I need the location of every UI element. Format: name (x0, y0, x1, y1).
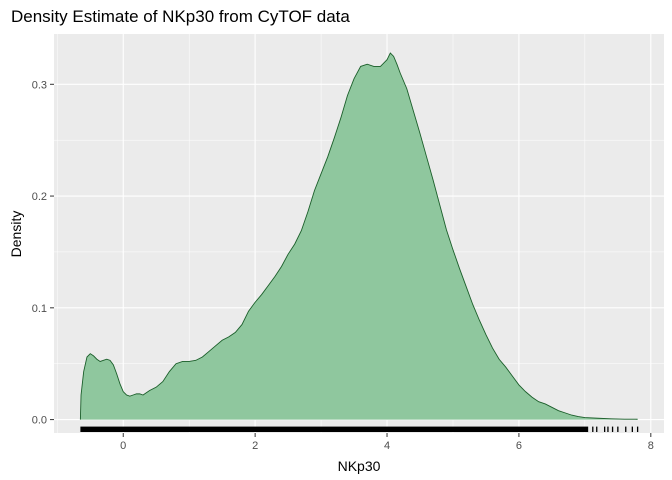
rug-marks (80, 426, 639, 432)
y-tick-label: 0.0 (32, 415, 47, 427)
rug-dense-block (80, 426, 589, 432)
y-tick-label: 0.2 (32, 191, 47, 203)
y-axis-title: Density (8, 211, 24, 258)
density-area (80, 53, 638, 420)
y-tick-label: 0.3 (32, 79, 47, 91)
y-axis: 0.0 0.1 0.2 0.3 (32, 79, 54, 427)
x-tick-label: 2 (252, 440, 258, 452)
chart-title: Density Estimate of NKp30 from CyTOF dat… (11, 7, 350, 26)
x-axis: 0 2 4 6 8 (120, 433, 654, 452)
x-tick-label: 8 (648, 440, 654, 452)
x-tick-label: 4 (384, 440, 390, 452)
x-tick-label: 6 (516, 440, 522, 452)
x-tick-label: 0 (120, 440, 126, 452)
density-line (79, 52, 638, 420)
x-axis-title: NKp30 (338, 458, 381, 474)
y-tick-label: 0.1 (32, 303, 47, 315)
